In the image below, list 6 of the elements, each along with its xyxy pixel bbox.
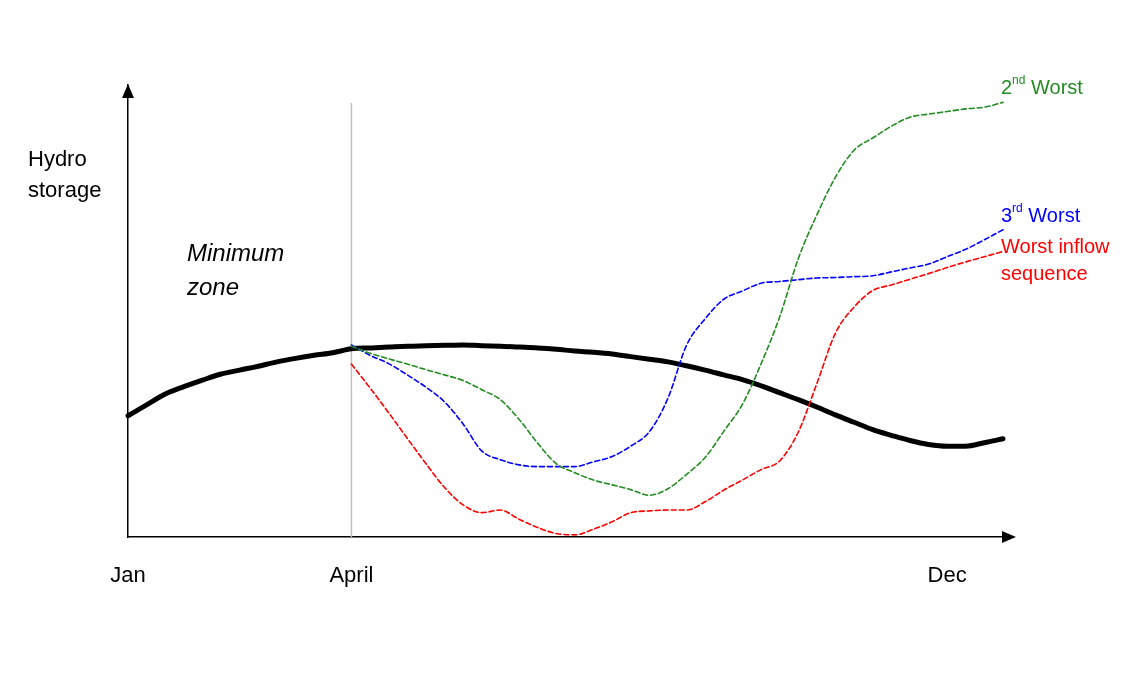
annotation: Minimum zone: [187, 238, 286, 302]
x-tick-label: April: [329, 562, 374, 588]
x-tick-label: Dec: [927, 562, 967, 588]
y-axis-title: Hydro storage: [28, 145, 102, 204]
x-tick-label: Jan: [110, 562, 146, 588]
series-label: Worst inflow sequence: [1001, 234, 1111, 284]
